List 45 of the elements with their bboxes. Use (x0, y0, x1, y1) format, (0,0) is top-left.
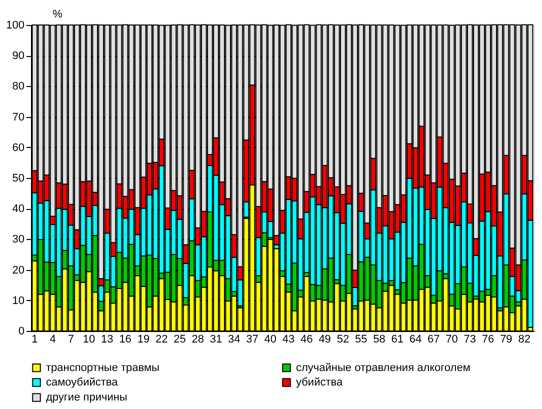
x-tick-label: 76 (482, 334, 494, 346)
y-tick-label: 80 (12, 80, 24, 93)
x-tick-label: 4 (50, 334, 56, 346)
x-tick-label: 22 (155, 334, 168, 346)
y-tick-label: 30 (12, 234, 24, 246)
y-tick-label: 20 (12, 264, 24, 276)
x-tick-label: 37 (246, 334, 258, 346)
x-tick-label: 64 (409, 334, 422, 346)
x-tick-label: 1 (32, 334, 38, 346)
x-tick-label: 58 (373, 334, 386, 346)
y-tick-label: 50 (12, 172, 24, 184)
x-tick-label: 40 (264, 334, 277, 346)
y-tick-label: 90 (12, 50, 24, 62)
x-tick-label: 34 (228, 334, 240, 346)
x-tick-label: 67 (428, 334, 440, 346)
x-tick-label: 49 (318, 334, 331, 346)
x-tick-label: 28 (192, 334, 204, 346)
y-axis-title: % (52, 8, 63, 20)
x-tick-label: 31 (210, 334, 222, 346)
x-tick-label: 82 (518, 334, 530, 346)
x-tick-label: 73 (464, 334, 476, 346)
x-tick-label: 13 (101, 334, 114, 346)
x-tick-label: 10 (82, 334, 96, 346)
x-tick-label: 61 (391, 334, 404, 346)
x-tick-label: 7 (68, 334, 74, 346)
x-tick-label: 55 (354, 334, 368, 346)
x-tick-label: 16 (119, 334, 132, 346)
x-tick-label: 70 (446, 334, 458, 346)
y-tick-label: 40 (12, 203, 24, 216)
x-tick-label: 25 (174, 334, 186, 346)
legend-label: транспортные травмы (46, 362, 160, 374)
x-tick-label: 43 (282, 334, 295, 346)
legend-label: случайные отравления алкоголем (296, 362, 470, 374)
legend-label: убийства (296, 376, 344, 388)
y-tick-label: 60 (12, 142, 24, 154)
legend-label: самоубийства (46, 376, 119, 388)
y-tick-label: 100 (6, 20, 24, 32)
x-tick-label: 46 (300, 334, 313, 346)
y-tick-label: 0 (18, 326, 24, 338)
x-tick-label: 79 (500, 334, 512, 346)
y-tick-label: 10 (12, 294, 24, 307)
legend-label: другие причины (46, 392, 128, 404)
x-tick-label: 52 (336, 334, 350, 346)
y-tick-label: 70 (12, 111, 24, 124)
x-tick-label: 19 (137, 334, 150, 346)
